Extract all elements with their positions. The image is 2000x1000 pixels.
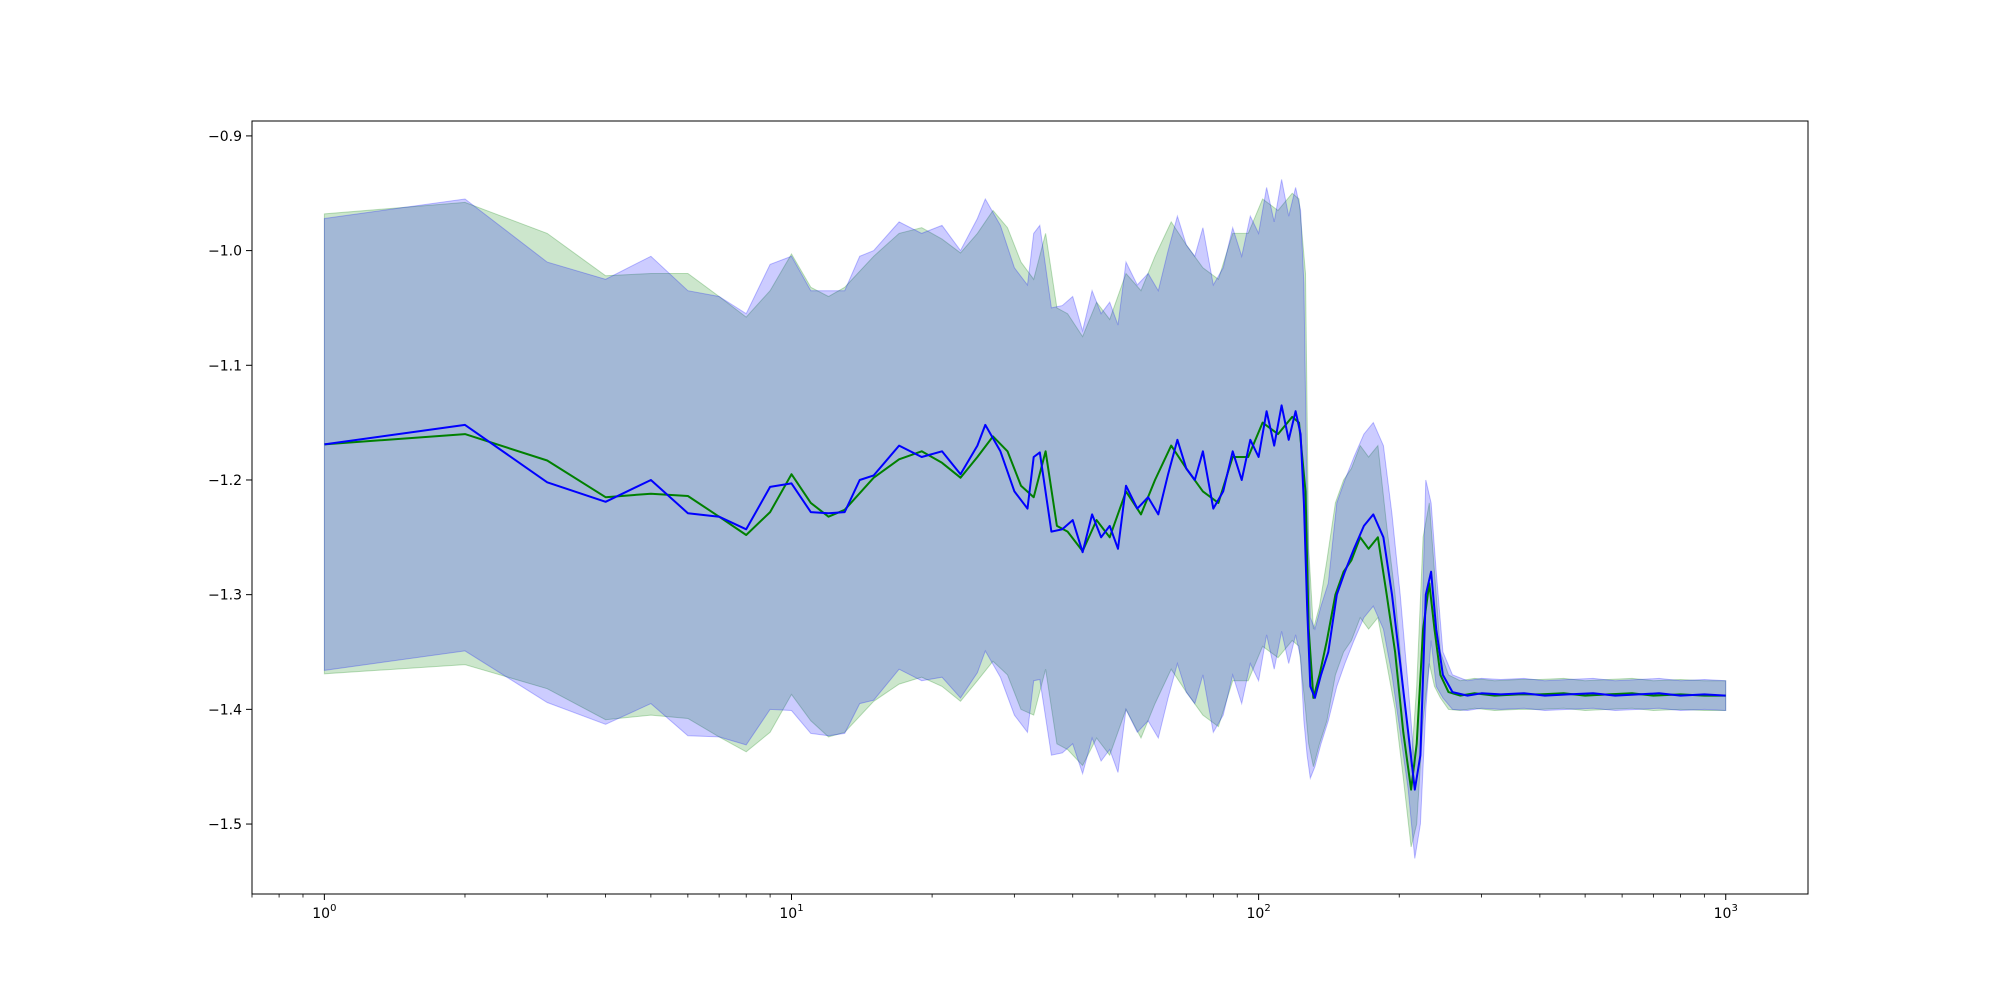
y-tick-label-6: −1.5 <box>208 817 242 833</box>
series-line-1 <box>324 404 1726 791</box>
x-axis: 100 101 102 103 <box>251 894 1738 922</box>
x-tick-exponent-3: 3 <box>1731 903 1737 914</box>
x-tick-exponent-1: 1 <box>797 903 803 914</box>
y-tick-label-5: −1.4 <box>208 702 242 718</box>
bands-layer <box>323 179 1727 859</box>
y-tick-label-3: −1.2 <box>208 473 242 489</box>
plot-frame <box>251 120 1809 895</box>
x-tick-label-3: 103 <box>1714 903 1738 922</box>
y-tick-label-4: −1.3 <box>208 588 242 604</box>
x-tick-label-1: 101 <box>779 903 803 922</box>
y-tick-label-1: −1.0 <box>208 244 242 260</box>
x-tick-label-0: 100 <box>312 903 336 922</box>
x-tick-base-2: 10 <box>1247 906 1265 922</box>
confidence-band-1 <box>323 179 1727 859</box>
y-tick-label-2: −1.1 <box>208 358 242 374</box>
series-line-0 <box>324 415 1726 791</box>
x-tick-base-3: 10 <box>1714 906 1732 922</box>
lines-layer <box>324 404 1726 791</box>
x-tick-exponent-0: 0 <box>330 903 336 914</box>
x-tick-base-1: 10 <box>779 906 797 922</box>
x-tick-base-0: 10 <box>312 906 330 922</box>
x-tick-label-2: 102 <box>1247 903 1271 922</box>
x-tick-exponent-2: 2 <box>1264 903 1270 914</box>
y-tick-label-0: −0.9 <box>208 129 242 145</box>
confidence-band-0 <box>323 192 1727 848</box>
y-axis: −0.9 −1.0 −1.1 −1.2 −1.3 −1.4 −1.5 <box>208 129 252 833</box>
